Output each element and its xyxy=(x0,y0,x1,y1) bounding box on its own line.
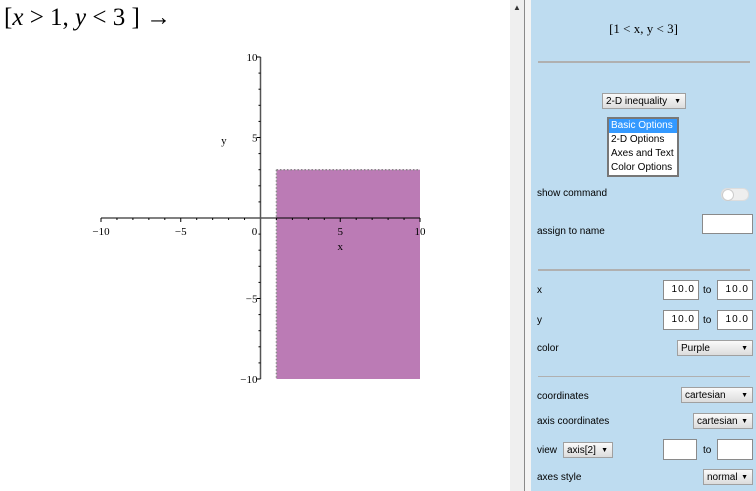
plot-type-dropdown[interactable]: 2-D inequality ▼ xyxy=(602,93,686,109)
y-axis-label: y xyxy=(221,135,227,147)
x-to-input[interactable]: 10.0 xyxy=(717,280,753,300)
x-tick-label: −10 xyxy=(92,226,110,238)
bracket: ] xyxy=(125,4,140,31)
divider xyxy=(538,376,750,377)
y-from-input[interactable]: 10.0 xyxy=(663,310,699,330)
input-expression[interactable]: [x > 1, y < 3 ] → xyxy=(4,4,171,32)
axes-style-label: axes style xyxy=(537,472,582,483)
option-2d[interactable]: 2-D Options xyxy=(611,134,665,145)
splitter[interactable] xyxy=(525,0,531,491)
chevron-down-icon: ▼ xyxy=(674,98,681,105)
y-tick-label: −5 xyxy=(246,294,258,306)
inequality-plot[interactable]: −10 −5 0 5 10 10 5 −5 −10 x y xyxy=(0,0,510,491)
x-axis-label: x xyxy=(338,241,344,253)
axis-coordinates-value: cartesian xyxy=(697,416,738,427)
to-label: to xyxy=(703,445,712,456)
y-label: y xyxy=(537,315,542,326)
color-value: Purple xyxy=(681,343,710,354)
var-x: x xyxy=(12,4,24,31)
y-tick-label: 10 xyxy=(247,52,259,64)
x-tick-label: 10 xyxy=(415,226,427,238)
var-y: y xyxy=(75,4,87,31)
view-from-input[interactable] xyxy=(663,439,697,460)
assign-label: assign to name xyxy=(537,226,605,237)
to-label: to xyxy=(703,285,712,296)
worksheet: [x > 1, y < 3 ] → −10 −5 0 5 10 10 5 −5 −10 x y xyxy=(0,0,510,491)
chevron-down-icon: ▼ xyxy=(601,447,608,454)
y-tick-label: −10 xyxy=(240,374,258,386)
to-label: to xyxy=(703,315,712,326)
color-dropdown[interactable]: Purple ▼ xyxy=(677,340,753,356)
scroll-up-icon[interactable]: ▲ xyxy=(513,3,521,12)
inequality-region xyxy=(276,169,420,379)
show-command-toggle[interactable] xyxy=(721,188,749,201)
color-label: color xyxy=(537,343,559,354)
bracket: [ xyxy=(4,4,13,31)
context-panel: [1 < x, y < 3] 2-D inequality ▼ Basic Opt… xyxy=(531,0,756,491)
y-to-input[interactable]: 10.0 xyxy=(717,310,753,330)
show-command-label: show command xyxy=(537,188,608,199)
axes-style-value: normal xyxy=(707,472,738,483)
coordinates-label: coordinates xyxy=(537,391,589,402)
coordinates-dropdown[interactable]: cartesian ▼ xyxy=(681,387,753,403)
axis-coordinates-label: axis coordinates xyxy=(537,416,610,427)
divider xyxy=(538,269,750,271)
option-axes-text[interactable]: Axes and Text xyxy=(611,148,674,159)
view-label: view xyxy=(537,445,558,456)
vertical-scrollbar[interactable]: ▲ xyxy=(510,0,525,491)
x-tick-label: 0 xyxy=(252,226,258,238)
divider xyxy=(538,61,750,63)
x-tick-label: −5 xyxy=(175,226,187,238)
coordinates-value: cartesian xyxy=(685,390,726,401)
chevron-down-icon: ▼ xyxy=(741,392,748,399)
arrow: → xyxy=(139,4,172,31)
x-label: x xyxy=(537,285,542,296)
x-tick-label: 5 xyxy=(338,226,344,238)
view-axis-value: axis[2] xyxy=(567,445,596,456)
option-color[interactable]: Color Options xyxy=(611,162,673,173)
axes-style-dropdown[interactable]: normal ▼ xyxy=(703,469,753,485)
chevron-down-icon: ▼ xyxy=(741,474,748,481)
expr-part: > 1, xyxy=(23,4,76,31)
x-from-input[interactable]: 10.0 xyxy=(663,280,699,300)
y-tick-label: 5 xyxy=(252,133,258,145)
assign-name-input[interactable] xyxy=(702,214,753,234)
option-basic[interactable]: Basic Options xyxy=(609,119,677,133)
view-to-input[interactable] xyxy=(717,439,753,460)
options-list[interactable]: Basic Options 2-D Options Axes and Text … xyxy=(607,117,679,177)
axis-coordinates-dropdown[interactable]: cartesian ▼ xyxy=(693,413,753,429)
chevron-down-icon: ▼ xyxy=(741,418,748,425)
plot-type-value: 2-D inequality xyxy=(606,96,668,107)
output-expression: [1 < x, y < 3] xyxy=(609,21,678,36)
view-axis-dropdown[interactable]: axis[2] ▼ xyxy=(563,442,613,458)
expr-part: < 3 xyxy=(86,4,126,31)
chevron-down-icon: ▼ xyxy=(741,345,748,352)
